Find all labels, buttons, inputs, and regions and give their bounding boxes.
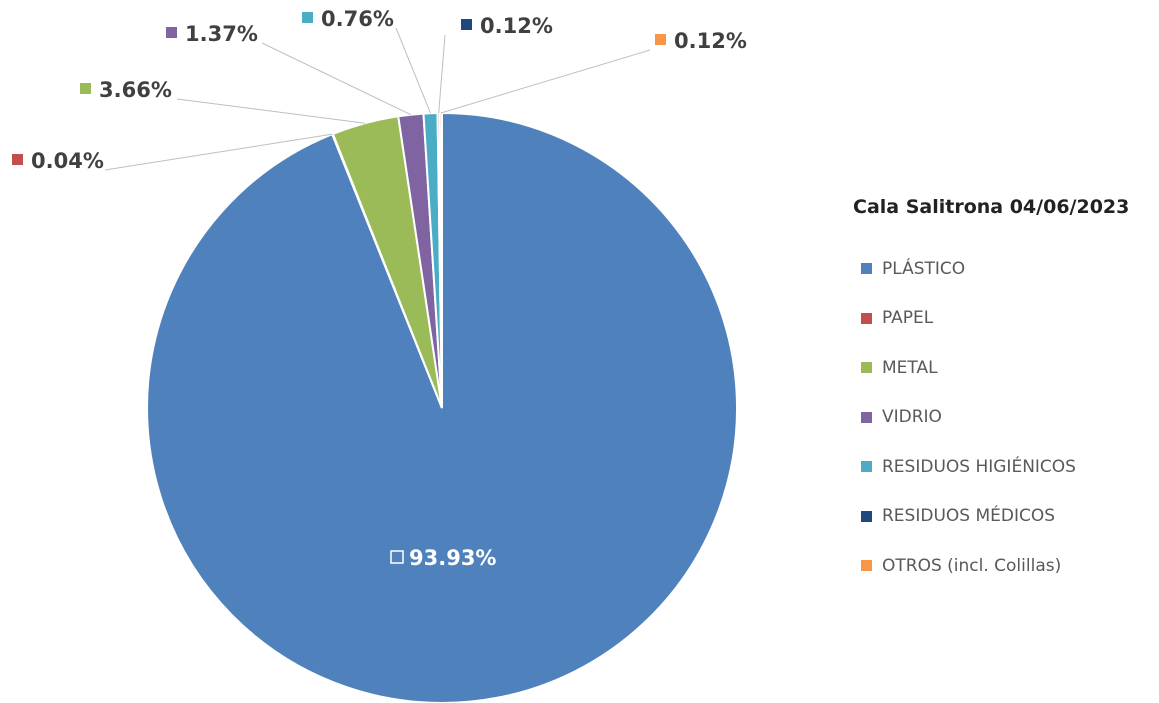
legend-key-icon — [655, 34, 666, 45]
data-label-plastico: 93.93% — [390, 546, 496, 570]
legend-item-label: PLÁSTICO — [882, 258, 966, 279]
legend-item-metal: METAL — [861, 343, 1129, 393]
legend-item-plastico: PLÁSTICO — [861, 244, 1129, 294]
legend-key-icon — [390, 550, 404, 564]
legend-item-residuos-medicos: RESIDUOS MÉDICOS — [861, 492, 1129, 542]
legend-item-label: VIDRIO — [882, 407, 942, 428]
legend-key-icon — [166, 27, 177, 38]
data-label-text: 93.93% — [409, 546, 496, 570]
legend-swatch-icon — [861, 510, 872, 522]
data-label-text: 0.76% — [321, 7, 394, 31]
data-label-residuos-higienicos: 0.76% — [302, 7, 394, 31]
legend-item-residuos-higienicos: RESIDUOS HIGIÉNICOS — [861, 442, 1129, 492]
leader-line — [438, 34, 446, 114]
legend-key-icon — [302, 12, 313, 23]
data-label-papel: 0.04% — [12, 149, 104, 173]
pie-slices — [146, 111, 738, 703]
legend-key-icon — [461, 19, 472, 30]
data-label-residuos-medicos: 0.12% — [461, 14, 553, 38]
leader-line — [104, 133, 333, 171]
legend-item-otros-incl-colillas: OTROS (incl. Colillas) — [861, 541, 1129, 591]
legend-item-label: OTROS (incl. Colillas) — [882, 555, 1062, 576]
legend-swatch-icon — [861, 411, 872, 423]
leader-line — [261, 42, 412, 116]
leader-lines — [104, 27, 651, 171]
data-label-text: 3.66% — [99, 78, 172, 102]
data-label-text: 1.37% — [185, 22, 258, 46]
data-label-text: 0.04% — [31, 149, 104, 173]
legend-item-label: RESIDUOS MÉDICOS — [882, 506, 1056, 527]
legend-item-papel: PAPEL — [861, 294, 1129, 344]
legend-swatch-icon — [861, 362, 872, 374]
data-label-vidrio: 1.37% — [166, 22, 258, 46]
data-label-otros-incl-colillas: 0.12% — [655, 29, 747, 53]
legend-swatch-icon — [861, 312, 872, 324]
data-label-text: 0.12% — [674, 29, 747, 53]
legend-key-icon — [12, 154, 23, 165]
legend-item-label: METAL — [882, 357, 938, 378]
legend-item-vidrio: VIDRIO — [861, 393, 1129, 443]
legend-key-icon — [80, 83, 91, 94]
legend-item-label: RESIDUOS HIGIÉNICOS — [882, 456, 1076, 477]
legend-swatch-icon — [861, 263, 872, 275]
leader-line — [176, 98, 366, 124]
data-label-metal: 3.66% — [80, 78, 172, 102]
legend: Cala Salitrona 04/06/2023 PLÁSTICO PAPEL M… — [853, 196, 1129, 591]
data-label-text: 0.12% — [480, 14, 553, 38]
data-labels: 93.93% 0.04% 3.66% 1.37% 0.76% 0.12% 0.12% — [12, 7, 747, 570]
leader-line — [395, 27, 431, 114]
leader-line — [440, 49, 651, 114]
legend-item-label: PAPEL — [882, 308, 934, 329]
legend-swatch-icon — [861, 461, 872, 473]
legend-swatch-icon — [861, 560, 872, 572]
legend-list: PLÁSTICO PAPEL METAL VIDRIO RESIDUOS HIGIÉNI… — [853, 244, 1129, 591]
legend-title: Cala Salitrona 04/06/2023 — [853, 196, 1130, 218]
